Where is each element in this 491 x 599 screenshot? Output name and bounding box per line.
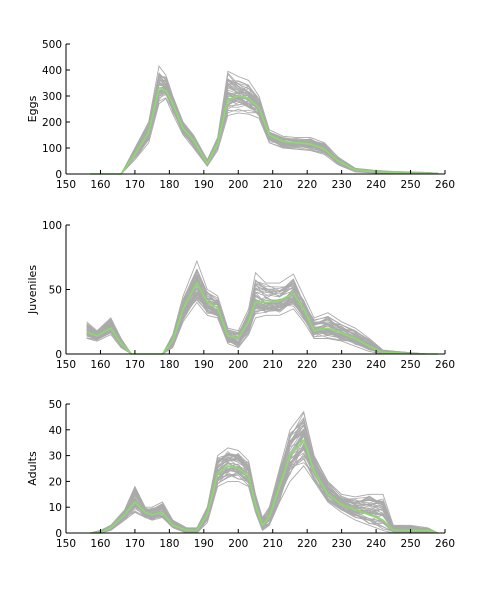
x-tick-label: 230 [332,359,352,371]
y-tick-label: 40 [49,425,62,437]
chart-panel-adults: 150 160 170 180 190 200 210 220 230 240 250 260 0 10 2… [26,399,455,550]
y-tick-label: 30 [49,451,62,463]
y-tick-label: 10 [49,502,62,514]
mean-line [90,87,439,175]
x-tick-label: 160 [90,179,110,191]
ensemble-line [86,268,439,355]
x-tick-label: 220 [297,538,317,550]
x-tick-label: 160 [90,359,110,371]
ensemble-line [86,294,439,355]
ensemble-line [86,287,439,355]
ensemble-line [90,421,439,534]
ensemble-line [86,275,439,355]
y-tick-label: 0 [55,528,62,540]
ensemble-line [86,294,439,355]
ensemble-line [90,91,439,175]
y-tick-label: 400 [42,65,62,77]
x-tick-label: 200 [228,359,248,371]
x-tick-label: 210 [263,359,283,371]
ensemble-line [86,275,439,355]
x-tick-label: 180 [159,179,179,191]
ensemble-line [86,285,439,355]
envelope-upper-line [89,410,439,534]
x-tick-label: 240 [366,179,386,191]
y-axis-title: Adults [26,451,39,486]
x-tick-label: 260 [435,538,455,550]
y-tick-label: 0 [55,349,62,361]
x-tick-label: 150 [56,179,76,191]
x-tick-label: 260 [435,179,455,191]
ensemble-traces [86,268,439,355]
y-tick-label: 500 [42,39,62,51]
x-tick-label: 170 [125,538,145,550]
chart-panel-juveniles: 150 160 170 180 190 200 210 220 230 240 250 260 0 50 1… [26,220,455,371]
ensemble-line [86,269,439,355]
ensemble-line [86,283,439,355]
x-tick-label: 210 [263,538,283,550]
ensemble-line [90,453,439,534]
x-tick-label: 180 [159,359,179,371]
x-tick-label: 220 [297,359,317,371]
x-tick-label: 190 [194,538,214,550]
x-tick-label: 260 [435,359,455,371]
y-tick-label: 200 [42,117,62,129]
envelope-lower-line [90,465,439,534]
ensemble-line [86,269,439,355]
chart-panel-eggs: 150 160 170 180 190 200 210 220 230 240 250 260 0 100… [26,39,455,191]
x-tick-label: 170 [125,179,145,191]
ensemble-line [86,297,439,355]
x-tick-label: 200 [228,538,248,550]
ensemble-line [86,285,439,355]
x-tick-label: 180 [159,538,179,550]
y-axis-title: Juveniles [26,265,39,315]
y-tick-label: 0 [55,169,62,181]
x-tick-label: 220 [297,179,317,191]
x-tick-label: 150 [56,359,76,371]
y-tick-label: 20 [49,476,62,488]
envelope-upper-line [90,65,439,175]
envelope-lower-line [90,97,439,175]
ensemble-line [86,291,439,355]
ensemble-line [86,291,439,355]
y-tick-label: 100 [42,220,62,232]
x-tick-label: 250 [401,179,421,191]
mean-line [90,439,439,534]
x-tick-label: 190 [194,179,214,191]
x-tick-label: 200 [228,179,248,191]
x-tick-label: 250 [401,359,421,371]
x-tick-label: 170 [125,359,145,371]
ensemble-line [86,283,439,355]
ensemble-line [86,291,439,355]
ensemble-line [86,283,439,355]
ensemble-line [90,89,439,175]
x-tick-label: 230 [332,179,352,191]
ensemble-line [86,278,439,355]
y-tick-label: 100 [42,143,62,155]
x-tick-label: 210 [263,179,283,191]
x-tick-label: 240 [366,538,386,550]
ensemble-line [90,90,439,175]
x-tick-label: 230 [332,538,352,550]
x-tick-label: 190 [194,359,214,371]
x-tick-label: 240 [366,359,386,371]
x-tick-label: 150 [56,538,76,550]
ensemble-line [86,269,439,355]
y-tick-label: 300 [42,91,62,103]
ensemble-line [90,89,439,175]
y-tick-label: 50 [49,285,62,297]
ensemble-line [90,90,439,175]
y-axis-title: Eggs [26,95,39,122]
x-tick-label: 160 [90,538,110,550]
y-tick-label: 50 [49,399,62,411]
ensemble-line [86,287,439,355]
x-tick-label: 250 [401,538,421,550]
